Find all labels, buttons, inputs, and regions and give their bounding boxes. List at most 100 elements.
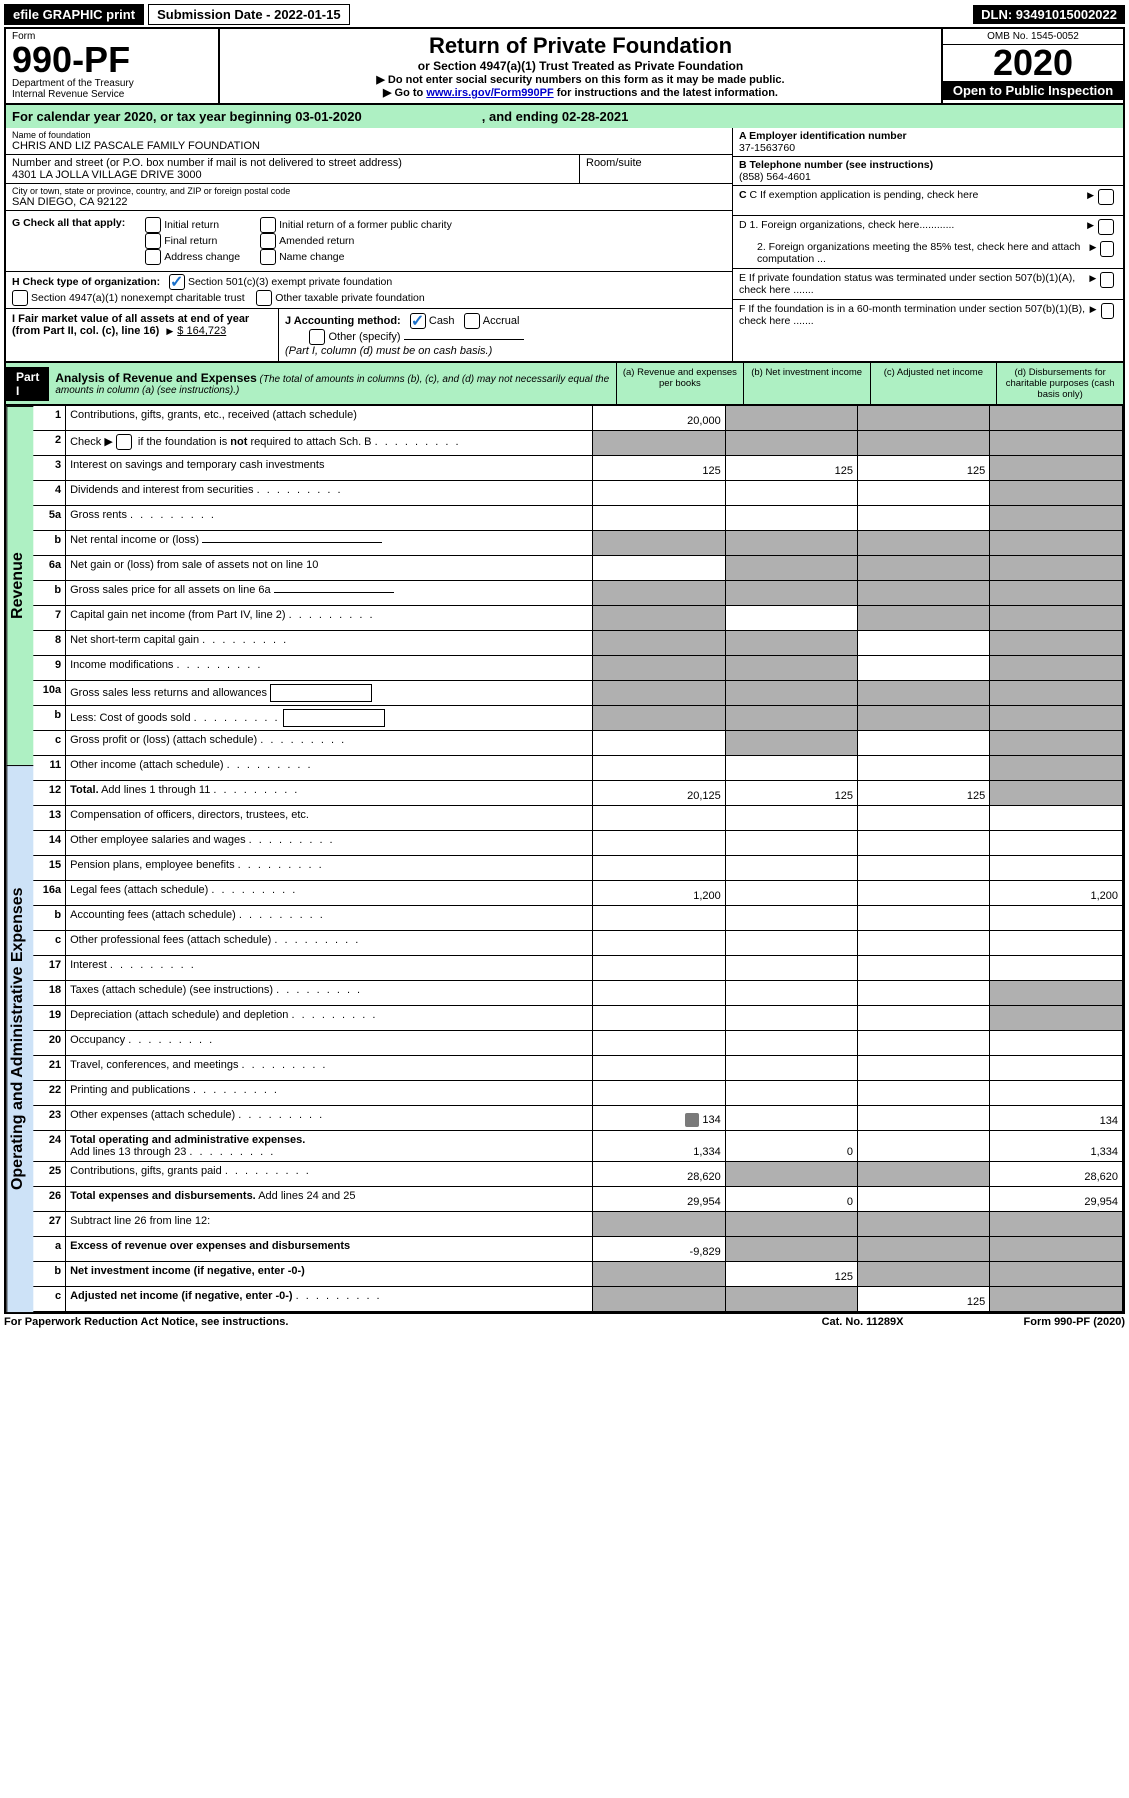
4947a1-checkbox[interactable] — [12, 290, 28, 306]
d2-checkbox[interactable] — [1100, 241, 1114, 257]
line-27b: bNet investment income (if negative, ent… — [33, 1262, 1122, 1287]
line-12: 12Total. Add lines 1 through 11 20,12512… — [33, 781, 1122, 806]
form-subtitle: or Section 4947(a)(1) Trust Treated as P… — [228, 59, 933, 73]
accrual-checkbox[interactable] — [464, 313, 480, 329]
line-23: 23Other expenses (attach schedule) 13413… — [33, 1106, 1122, 1131]
j-label: J Accounting method: — [285, 315, 401, 327]
revenue-side-label: Revenue — [6, 406, 33, 765]
line-2: 2Check ▶ if the foundation is not requir… — [33, 431, 1122, 456]
line-27: 27Subtract line 26 from line 12: — [33, 1212, 1122, 1237]
g-label: G Check all that apply: — [12, 217, 125, 265]
line-19: 19Depreciation (attach schedule) and dep… — [33, 1006, 1122, 1031]
line-25: 25Contributions, gifts, grants paid 28,6… — [33, 1162, 1122, 1187]
line-24: 24Total operating and administrative exp… — [33, 1131, 1122, 1162]
initial-former-checkbox[interactable] — [260, 217, 276, 233]
instr-2: ▶ Go to www.irs.gov/Form990PF for instru… — [228, 86, 933, 99]
f-checkbox[interactable] — [1101, 303, 1114, 319]
line-17: 17Interest — [33, 956, 1122, 981]
other-method-checkbox[interactable] — [309, 329, 325, 345]
initial-return-checkbox[interactable] — [145, 217, 161, 233]
line-15: 15Pension plans, employee benefits — [33, 856, 1122, 881]
h-label: H Check type of organization: — [12, 276, 160, 288]
name-change-checkbox[interactable] — [260, 249, 276, 265]
cat-no: Cat. No. 11289X — [822, 1316, 904, 1328]
cal-year-end: , and ending 02-28-2021 — [482, 109, 629, 124]
part1-title: Analysis of Revenue and Expenses — [55, 371, 256, 385]
line-1: 1Contributions, gifts, grants, etc., rec… — [33, 406, 1122, 431]
dept-label: Department of the Treasury — [12, 78, 212, 89]
submission-date: Submission Date - 2022-01-15 — [148, 4, 350, 25]
line-16b: bAccounting fees (attach schedule) — [33, 906, 1122, 931]
irs-label: Internal Revenue Service — [12, 89, 212, 100]
d1-checkbox[interactable] — [1098, 219, 1114, 235]
part1-header: Part I Analysis of Revenue and Expenses … — [6, 361, 1123, 406]
line-16a: 16aLegal fees (attach schedule) 1,2001,2… — [33, 881, 1122, 906]
line-22: 22Printing and publications — [33, 1081, 1122, 1106]
line-5a: 5aGross rents — [33, 506, 1122, 531]
line-18: 18Taxes (attach schedule) (see instructi… — [33, 981, 1122, 1006]
e-checkbox[interactable] — [1100, 272, 1114, 288]
lines-table: 1Contributions, gifts, grants, etc., rec… — [33, 406, 1123, 1312]
501c3-checkbox[interactable] — [169, 274, 185, 290]
d2-label: 2. Foreign organizations meeting the 85%… — [739, 241, 1085, 265]
line-4: 4Dividends and interest from securities — [33, 481, 1122, 506]
c-label: C If exemption application is pending, c… — [750, 189, 979, 201]
address-change-checkbox[interactable] — [145, 249, 161, 265]
tel-label: B Telephone number (see instructions) — [739, 159, 933, 171]
line-10b: bLess: Cost of goods sold — [33, 706, 1122, 731]
schb-checkbox[interactable] — [116, 434, 132, 450]
line-27c: cAdjusted net income (if negative, enter… — [33, 1287, 1122, 1312]
form-container: Form 990-PF Department of the Treasury I… — [4, 27, 1125, 1314]
line-7: 7Capital gain net income (from Part IV, … — [33, 606, 1122, 631]
name-label: Name of foundation — [12, 130, 726, 140]
line-8: 8Net short-term capital gain — [33, 631, 1122, 656]
entity-info: Name of foundation CHRIS AND LIZ PASCALE… — [6, 128, 1123, 361]
foundation-name: CHRIS AND LIZ PASCALE FAMILY FOUNDATION — [12, 140, 726, 152]
f-label: F If the foundation is in a 60-month ter… — [739, 303, 1086, 327]
col-b-header: (b) Net investment income — [743, 363, 870, 404]
expenses-side-label: Operating and Administrative Expenses — [6, 765, 33, 1312]
header-center: Return of Private Foundation or Section … — [220, 29, 941, 103]
footer-bar: For Paperwork Reduction Act Notice, see … — [4, 1314, 1125, 1328]
header-left: Form 990-PF Department of the Treasury I… — [6, 29, 220, 103]
line-21: 21Travel, conferences, and meetings — [33, 1056, 1122, 1081]
line-16c: cOther professional fees (attach schedul… — [33, 931, 1122, 956]
col-c-header: (c) Adjusted net income — [870, 363, 997, 404]
city-state-zip: SAN DIEGO, CA 92122 — [12, 196, 726, 208]
cash-checkbox[interactable] — [410, 313, 426, 329]
amended-return-checkbox[interactable] — [260, 233, 276, 249]
addr-label: Number and street (or P.O. box number if… — [12, 157, 573, 169]
fmv-value: $ 164,723 — [177, 325, 226, 337]
col-d-header: (d) Disbursements for charitable purpose… — [996, 363, 1123, 404]
form-number: 990-PF — [12, 42, 212, 78]
line-5b: bNet rental income or (loss) — [33, 531, 1122, 556]
line-6a: 6aNet gain or (loss) from sale of assets… — [33, 556, 1122, 581]
line-27a: aExcess of revenue over expenses and dis… — [33, 1237, 1122, 1262]
paperwork-notice: For Paperwork Reduction Act Notice, see … — [4, 1316, 288, 1328]
instr-1: ▶ Do not enter social security numbers o… — [228, 73, 933, 86]
header-right: OMB No. 1545-0052 2020 Open to Public In… — [941, 29, 1123, 103]
city-label: City or town, state or province, country… — [12, 186, 726, 196]
cal-year-begin: For calendar year 2020, or tax year begi… — [12, 109, 362, 124]
open-public-badge: Open to Public Inspection — [943, 81, 1123, 100]
line-11: 11Other income (attach schedule) — [33, 756, 1122, 781]
calendar-year-bar: For calendar year 2020, or tax year begi… — [6, 105, 1123, 128]
part1-label: Part I — [6, 367, 49, 401]
line-14: 14Other employee salaries and wages — [33, 831, 1122, 856]
triangle-icon — [162, 325, 177, 337]
line-10a: 10aGross sales less returns and allowanc… — [33, 681, 1122, 706]
line-10c: cGross profit or (loss) (attach schedule… — [33, 731, 1122, 756]
line-3: 3Interest on savings and temporary cash … — [33, 456, 1122, 481]
line-13: 13Compensation of officers, directors, t… — [33, 806, 1122, 831]
line-26: 26Total expenses and disbursements. Add … — [33, 1187, 1122, 1212]
other-taxable-checkbox[interactable] — [256, 290, 272, 306]
ein-label: A Employer identification number — [739, 130, 907, 142]
d1-label: D 1. Foreign organizations, check here..… — [739, 219, 954, 231]
c-checkbox[interactable] — [1098, 189, 1114, 205]
j-note: (Part I, column (d) must be on cash basi… — [285, 345, 492, 357]
efile-button[interactable]: efile GRAPHIC print — [4, 4, 144, 25]
attachment-icon[interactable] — [685, 1113, 699, 1127]
street-address: 4301 LA JOLLA VILLAGE DRIVE 3000 — [12, 169, 573, 181]
final-return-checkbox[interactable] — [145, 233, 161, 249]
form990pf-link[interactable]: www.irs.gov/Form990PF — [426, 87, 553, 99]
